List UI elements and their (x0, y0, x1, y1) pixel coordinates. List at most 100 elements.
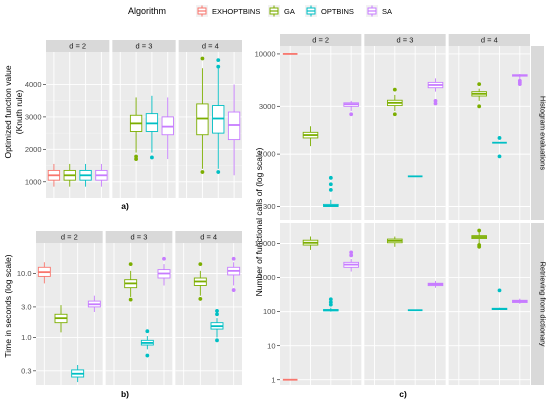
chart-c-tag: c) (399, 389, 407, 399)
legend-label-exhoptbins: EXHOPTBINS (212, 7, 260, 16)
chart-a-ylabel-line1: Optimized function value (3, 65, 13, 158)
outlier-point (215, 309, 219, 313)
y-tick-label: 10000 (255, 239, 276, 248)
outlier-point (198, 297, 202, 301)
outlier-point (498, 288, 502, 292)
outlier-point (329, 303, 333, 307)
outlier-point (518, 82, 522, 86)
y-tick-label: 2000 (25, 145, 42, 154)
outlier-point (198, 262, 202, 266)
chart-a-facet-d-2: d = 2 1000 2000 3000 4000 (25, 40, 110, 198)
chart-a-facet-d-4: d = 4 (179, 40, 242, 198)
outlier-point (150, 156, 154, 160)
y-tick-label: 1000 (259, 273, 276, 282)
outlier-point (329, 182, 333, 186)
chart-b-tag: b) (121, 389, 129, 399)
facet-strip-label: d = 2 (69, 42, 86, 51)
legend-label-optbins: OPTBINS (321, 7, 354, 16)
chart-a-facet-d-3: d = 3 (112, 40, 175, 198)
chart-c-bottom-facet-d-3 (364, 223, 445, 385)
outlier-point (216, 170, 220, 174)
outlier-point (129, 298, 133, 302)
outlier-point (215, 338, 219, 342)
chart-a-ylabel-line2: (Knuth rule) (14, 90, 24, 135)
outlier-point (216, 65, 220, 69)
facet-strip-label: d = 3 (131, 233, 148, 242)
legend-item-exhoptbins: EXHOPTBINS (196, 5, 260, 17)
outlier-point (434, 102, 438, 106)
chart-c-functional-calls: Number of functional calls of (log scale… (254, 34, 548, 399)
outlier-point (329, 176, 333, 180)
chart-c-bottom-facet-d-4: Retrieving from dictionary (449, 223, 548, 385)
legend-item-sa: SA (366, 5, 392, 17)
chart-c-bottom-facet-d-2: 1 10 100 1000 10000 (255, 223, 362, 385)
y-tick-label: 0.3 (21, 366, 31, 375)
y-tick-label: 3.0 (21, 303, 31, 312)
chart-c-top-facet-d-2: d = 2 300 1000 3000 10000 (255, 34, 362, 220)
outlier-point (201, 170, 205, 174)
y-tick-label: 100 (263, 307, 276, 316)
outlier-point (498, 154, 502, 158)
y-tick-label: 10 (267, 341, 275, 350)
legend-title: Algorithm (128, 6, 166, 16)
chart-b-facet-d-3: d = 3 (106, 231, 173, 385)
outlier-point (477, 229, 481, 233)
panel-background (449, 46, 530, 220)
outlier-point (134, 155, 138, 159)
facet-strip-label: d = 3 (136, 42, 153, 51)
facet-strip-label: d = 2 (61, 233, 78, 242)
panel-background (106, 243, 173, 385)
outlier-point (232, 288, 236, 292)
outlier-point (129, 262, 133, 266)
outlier-point (232, 257, 236, 261)
panel-background (364, 46, 445, 220)
y-tick-label: 4000 (25, 80, 42, 89)
outlier-point (393, 88, 397, 92)
outlier-point (393, 112, 397, 116)
y-tick-label: 300 (263, 202, 276, 211)
outlier-point (145, 329, 149, 333)
facet-strip-label: d = 4 (481, 36, 498, 45)
row-strip-label: Retrieving from dictionary (539, 261, 548, 346)
legend-item-ga: GA (268, 5, 295, 17)
outlier-point (145, 354, 149, 358)
legend-label-sa: SA (382, 7, 392, 16)
facet-strip-label: d = 3 (397, 36, 414, 45)
y-tick-label: 3000 (25, 112, 42, 121)
y-tick-label: 1000 (259, 150, 276, 159)
chart-b-facet-d-2: d = 2 0.3 1.0 3.0 10.0 (17, 231, 103, 385)
legend-item-optbins: OPTBINS (305, 5, 354, 17)
panel-background (280, 46, 361, 220)
outlier-point (477, 82, 481, 86)
chart-a-tag: a) (121, 201, 129, 211)
legend-label-ga: GA (284, 7, 295, 16)
chart-c-top-facet-d-4: d = 4 Histogram evaluations (449, 34, 548, 220)
facet-strip-label: d = 4 (200, 233, 217, 242)
outlier-point (477, 245, 481, 249)
chart-b-time-in-seconds: Time in seconds (log scale) b) d = 2 0.3 1… (3, 231, 242, 399)
panel-background (449, 223, 530, 385)
chart-b-facet-d-4: d = 4 (175, 231, 242, 385)
outlier-point (201, 57, 205, 61)
chart-b-ylabel: Time in seconds (log scale) (3, 254, 13, 357)
panel-background (364, 223, 445, 385)
y-tick-label: 3000 (259, 102, 276, 111)
legend: Algorithm EXHOPTBINS GA OPTBINS SA (128, 5, 392, 17)
outlier-point (216, 58, 220, 62)
y-tick-label: 1000 (25, 177, 42, 186)
row-strip-label: Histogram evaluations (539, 96, 548, 170)
panel-background (280, 223, 361, 385)
chart-a-optimized-function-value: Optimized function value (Knuth rule) a)… (3, 40, 242, 211)
panel-background (175, 243, 242, 385)
y-tick-label: 1 (271, 375, 275, 384)
panel-background (36, 243, 103, 385)
outlier-point (162, 257, 166, 261)
outlier-point (215, 312, 219, 316)
outlier-point (349, 112, 353, 116)
facet-strip-label: d = 4 (202, 42, 219, 51)
y-tick-label: 1.0 (21, 333, 31, 342)
chart-c-top-facet-d-3: d = 3 (364, 34, 445, 220)
outlier-point (498, 136, 502, 140)
y-tick-label: 10.0 (17, 269, 32, 278)
